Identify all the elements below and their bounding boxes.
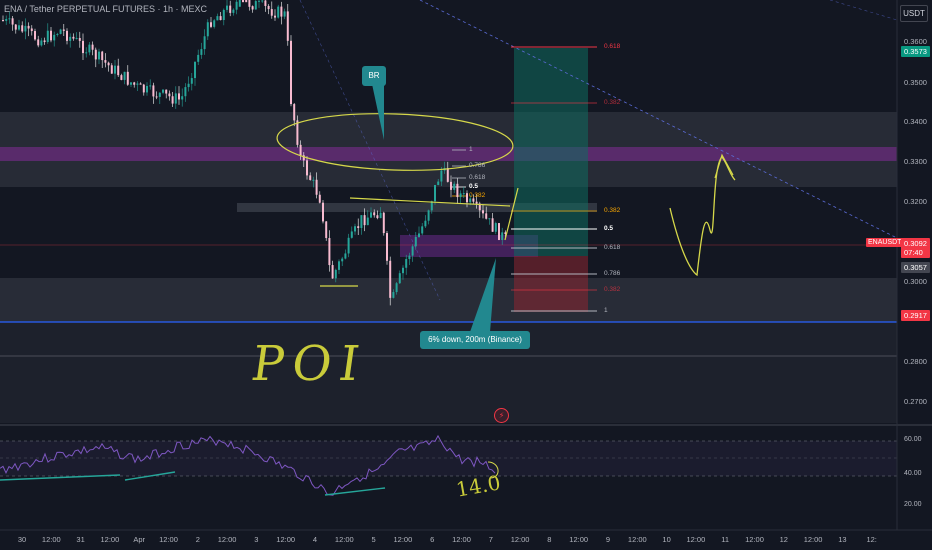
time-axis-label: 12:00 xyxy=(159,535,178,544)
rsi-band xyxy=(0,441,897,476)
time-axis-label: 6 xyxy=(430,535,435,544)
trend-line xyxy=(419,0,898,239)
time-axis-label: Apr xyxy=(133,535,146,544)
fib-trade-label: 0.618 xyxy=(604,43,621,50)
entry-zone xyxy=(400,235,538,257)
bottom-callout-pointer xyxy=(470,258,496,332)
br-callout[interactable]: BR xyxy=(362,66,386,86)
rsi-axis-label: 40.00 xyxy=(904,470,922,477)
time-axis-label: 3 xyxy=(254,535,259,544)
binance-callout[interactable]: 6% down, 200m (Binance) xyxy=(420,331,530,349)
handwritten-arrow xyxy=(714,153,734,179)
current-price-tag: 0.3573 xyxy=(901,46,930,57)
time-axis-label: 2 xyxy=(195,535,200,544)
time-axis-label: 12:00 xyxy=(745,535,764,544)
handwritten-ellipse xyxy=(276,113,514,171)
time-axis-label: 12:00 xyxy=(803,535,823,544)
price-axis-label: 0.3500 xyxy=(904,78,927,87)
last-price: 0.3092 xyxy=(904,239,927,248)
fib-trade-lines xyxy=(511,46,597,312)
fib-trade-label: 0.786 xyxy=(604,270,621,277)
fib-upper-label: 1 xyxy=(469,146,473,153)
last-price-tag: 0.3092 07:40 xyxy=(901,238,930,258)
rsi-divergence-line xyxy=(0,474,121,481)
rsi-divergence-line xyxy=(324,487,386,496)
mid-zone xyxy=(237,203,597,212)
handwritten-line xyxy=(504,187,519,241)
time-axis-label: 12:00 xyxy=(41,535,61,544)
time-axis-label: 12:00 xyxy=(393,535,413,544)
time-axis-label: 31 xyxy=(76,535,85,544)
br-callout-pointer xyxy=(372,84,384,140)
ticker-tag: ENAUSDT.P xyxy=(866,238,910,247)
trend-line xyxy=(299,0,441,301)
fib-trade-label: 0.382 xyxy=(604,99,621,106)
time-axis-label: 30 xyxy=(17,535,27,544)
rsi-divergence-line xyxy=(124,471,176,481)
time-axis-label: 13 xyxy=(838,535,847,544)
trend-line xyxy=(829,0,898,21)
time-axis-label: 7 xyxy=(488,535,493,544)
time-axis-label: 12:00 xyxy=(569,535,589,544)
take-profit-box xyxy=(514,48,588,256)
time-axis-label: 5 xyxy=(371,535,376,544)
time-axis-label: 11 xyxy=(721,535,730,544)
candlestick-series xyxy=(2,0,507,306)
handwritten-wave xyxy=(669,156,736,277)
fib-trade-label: 1 xyxy=(604,307,608,314)
symbol-title[interactable]: ENA / Tether PERPETUAL FUTURES · 1h · ME… xyxy=(4,4,208,14)
time-axis-label: 12:00 xyxy=(217,535,237,544)
blue-line-price-tag: 0.2917 xyxy=(901,310,930,321)
fib-upper-label: 0.382 xyxy=(469,192,486,199)
countdown: 07:40 xyxy=(904,248,923,257)
secondary-price-tag: 0.3057 xyxy=(901,262,930,273)
poi-zone-inner xyxy=(0,278,897,322)
rsi-line xyxy=(0,434,496,496)
price-axis-label: 0.3000 xyxy=(904,277,927,286)
price-axis-label: 0.2800 xyxy=(904,357,927,366)
fib-trade-label: 0.5 xyxy=(604,225,614,232)
time-axis-label: 12 xyxy=(779,535,788,544)
time-axis-label: 4 xyxy=(312,535,318,544)
rsi-axis-label: 20.00 xyxy=(904,501,922,508)
time-axis-label: 10 xyxy=(662,535,671,544)
price-axis-label: 0.3200 xyxy=(904,197,927,206)
fib-trade-label: 0.382 xyxy=(604,207,621,214)
time-axis-label: 12:00 xyxy=(452,535,471,544)
time-axis-label: 12: xyxy=(866,535,877,544)
purple-zone xyxy=(0,147,897,161)
currency-button[interactable]: USDT xyxy=(900,5,928,22)
time-axis-label: 12:00 xyxy=(510,535,530,544)
time-axis-label: 12:00 xyxy=(627,535,647,544)
price-axis-label: 0.3300 xyxy=(904,157,927,166)
price-axis-label: 0.3400 xyxy=(904,117,927,126)
fib-upper-label: 0.5 xyxy=(469,183,479,190)
handwritten-poi: POI xyxy=(248,336,371,392)
fib-upper-label: 0.786 xyxy=(469,162,486,169)
time-axis-label: 12:00 xyxy=(686,535,706,544)
lightning-icon[interactable]: ⚡ xyxy=(494,408,509,423)
time-axis-label: 9 xyxy=(605,535,611,544)
handwritten-rsi-circle xyxy=(487,461,499,479)
fib-trade-label: 0.382 xyxy=(604,286,621,293)
time-axis-label: 12:00 xyxy=(276,535,296,544)
time-axis-label: 8 xyxy=(547,535,552,544)
time-axis-label: 12:00 xyxy=(100,535,120,544)
rsi-axis-label: 60.00 xyxy=(904,436,922,443)
price-axis-label: 0.2700 xyxy=(904,397,927,406)
time-axis-label: 12:00 xyxy=(334,535,354,544)
fib-upper-label: 0.618 xyxy=(469,174,486,181)
price-axis-label: 0.3600 xyxy=(904,37,927,46)
stop-loss-box xyxy=(514,256,588,312)
handwritten-line xyxy=(349,197,511,207)
fib-trade-label: 0.618 xyxy=(604,244,621,251)
